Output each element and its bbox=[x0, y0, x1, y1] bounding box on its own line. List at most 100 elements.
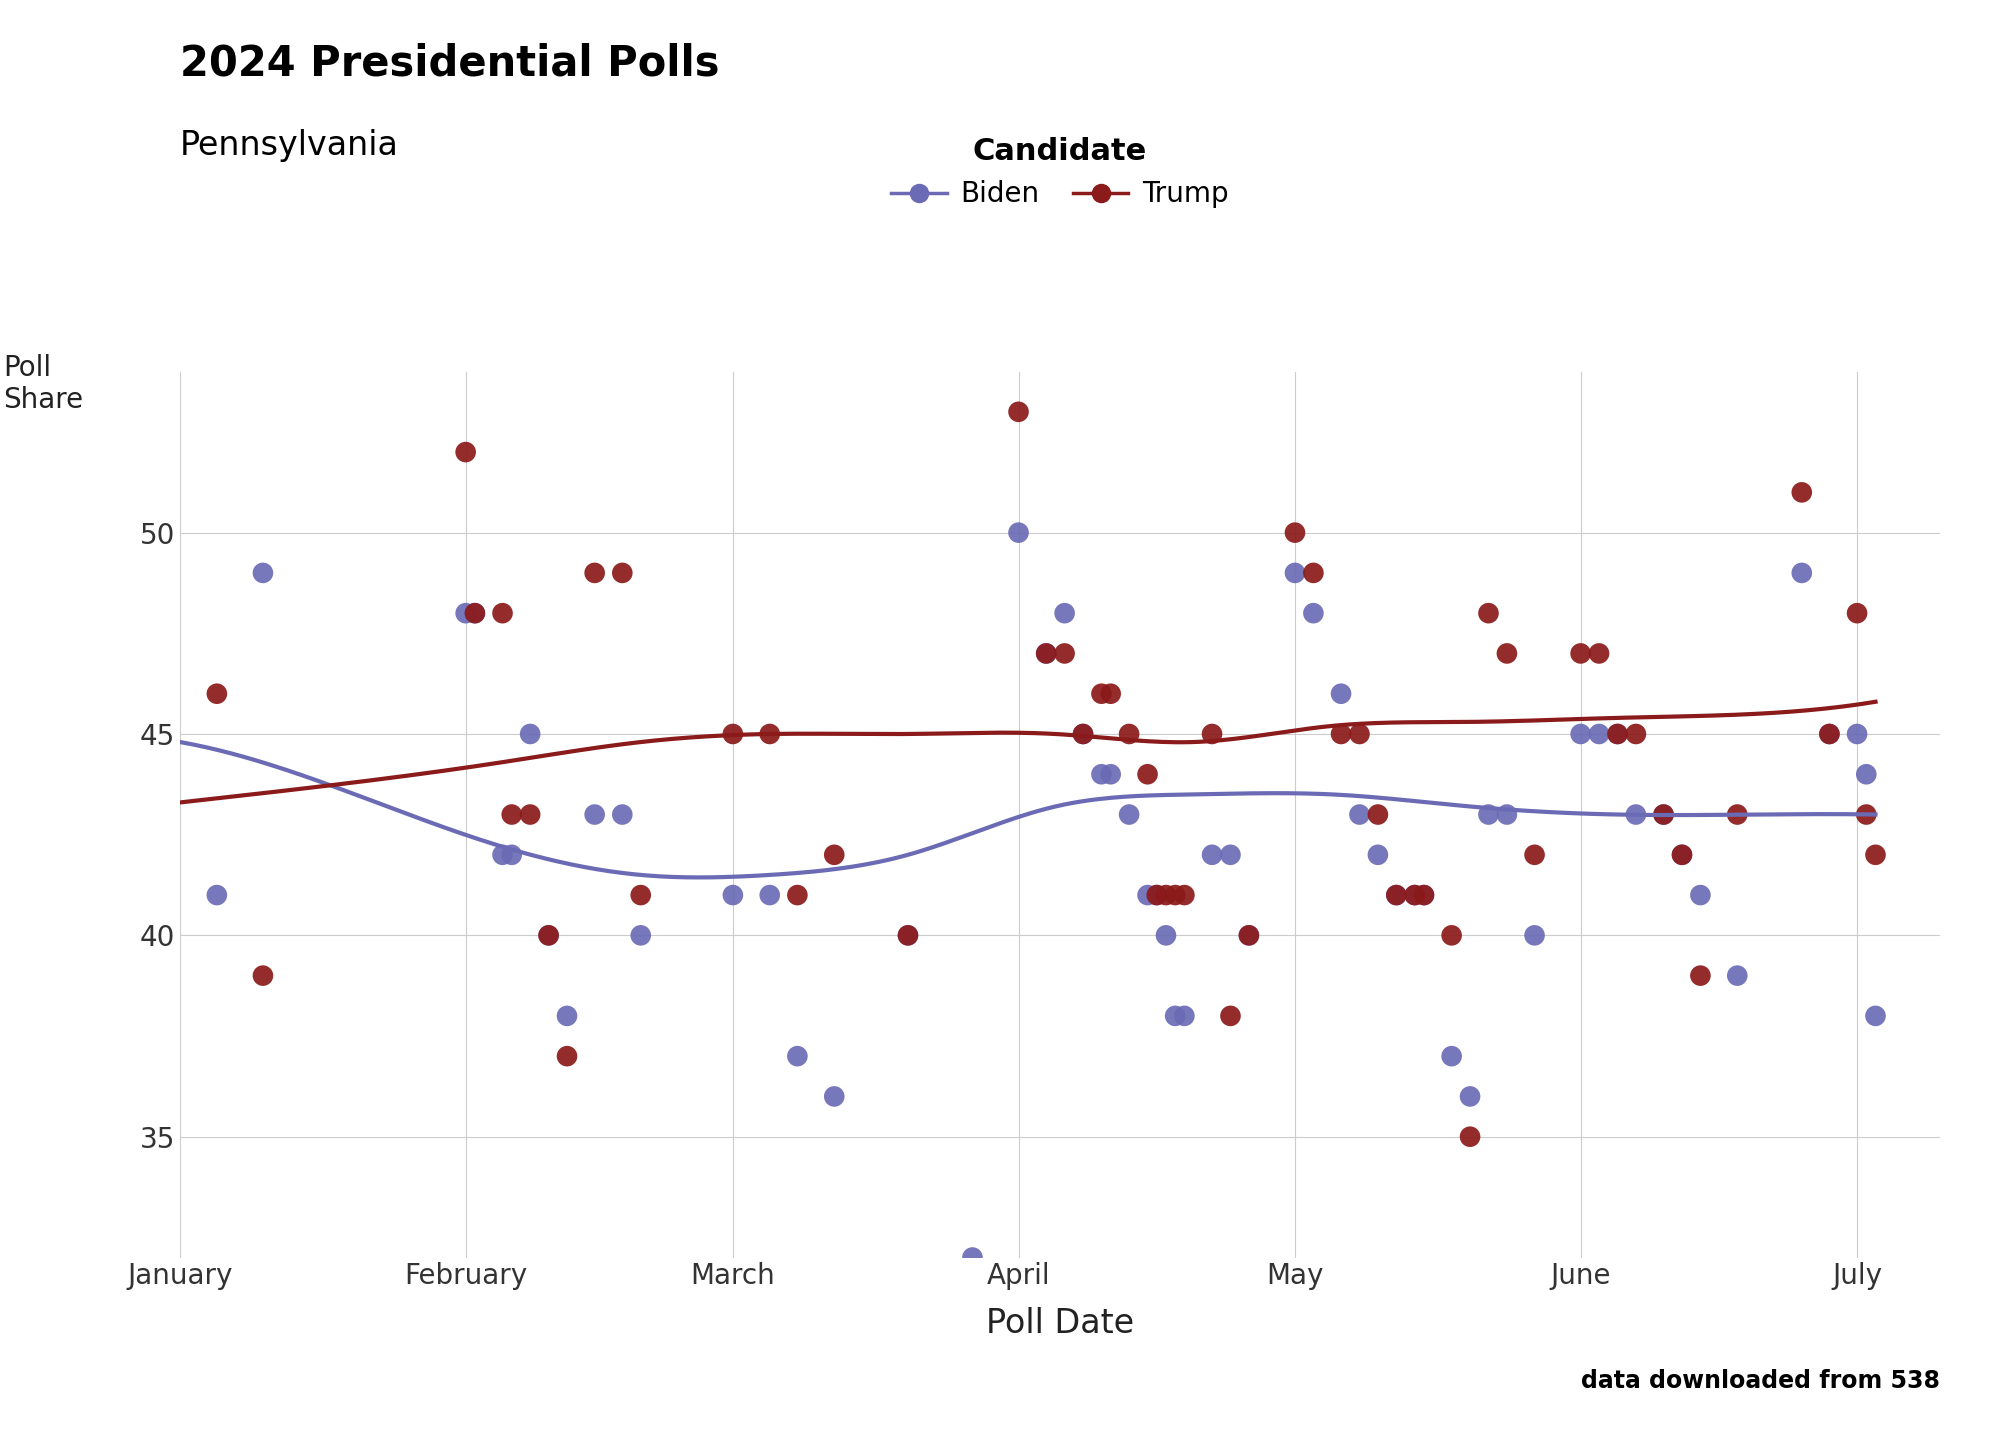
Point bbox=[1648, 803, 1680, 826]
Point bbox=[1002, 522, 1034, 544]
Point bbox=[1344, 803, 1376, 826]
Point bbox=[956, 1246, 988, 1269]
Point bbox=[496, 843, 528, 866]
Point bbox=[1068, 723, 1100, 746]
Point bbox=[1666, 843, 1698, 866]
Point bbox=[1398, 883, 1430, 906]
Point bbox=[1722, 803, 1754, 826]
Point bbox=[1002, 400, 1034, 423]
Point bbox=[1454, 1125, 1486, 1147]
Point bbox=[716, 723, 748, 746]
Point bbox=[1436, 925, 1468, 947]
Point bbox=[552, 1045, 584, 1067]
Point bbox=[1168, 883, 1200, 906]
Point bbox=[1648, 803, 1680, 826]
Point bbox=[458, 602, 490, 624]
Point bbox=[606, 562, 638, 584]
Point bbox=[1786, 482, 1818, 504]
X-axis label: Poll Date: Poll Date bbox=[986, 1308, 1134, 1340]
Point bbox=[1086, 682, 1118, 704]
Point bbox=[1814, 723, 1846, 746]
Point bbox=[1132, 883, 1164, 906]
Point bbox=[1472, 803, 1504, 826]
Point bbox=[1620, 803, 1652, 826]
Point bbox=[1344, 723, 1376, 746]
Point bbox=[1278, 522, 1310, 544]
Point bbox=[1454, 1085, 1486, 1107]
Y-axis label: Poll
Share: Poll Share bbox=[4, 354, 84, 414]
Point bbox=[1490, 803, 1522, 826]
Point bbox=[458, 602, 490, 624]
Point bbox=[892, 925, 924, 947]
Point bbox=[1048, 642, 1080, 664]
Point bbox=[1564, 723, 1596, 746]
Point bbox=[1362, 803, 1394, 826]
Point bbox=[782, 1045, 814, 1067]
Point bbox=[486, 602, 518, 624]
Point bbox=[818, 1085, 850, 1107]
Point bbox=[1196, 843, 1228, 866]
Point bbox=[1684, 965, 1716, 987]
Point bbox=[1850, 803, 1882, 826]
Point bbox=[1362, 843, 1394, 866]
Point bbox=[1860, 1005, 1892, 1027]
Point bbox=[1140, 883, 1172, 906]
Legend: Biden, Trump: Biden, Trump bbox=[892, 137, 1228, 209]
Point bbox=[246, 965, 278, 987]
Point bbox=[1114, 803, 1146, 826]
Point bbox=[1326, 723, 1358, 746]
Point bbox=[1214, 843, 1246, 866]
Point bbox=[1068, 723, 1100, 746]
Point bbox=[1168, 1005, 1200, 1027]
Point bbox=[1232, 925, 1264, 947]
Point bbox=[200, 682, 232, 704]
Text: 2024 Presidential Polls: 2024 Presidential Polls bbox=[180, 43, 720, 84]
Point bbox=[1160, 1005, 1192, 1027]
Point bbox=[1564, 642, 1596, 664]
Point bbox=[1842, 602, 1874, 624]
Point bbox=[1408, 883, 1440, 906]
Point bbox=[1298, 602, 1330, 624]
Point bbox=[200, 883, 232, 906]
Point bbox=[716, 883, 748, 906]
Point bbox=[1094, 763, 1126, 786]
Point bbox=[1232, 925, 1264, 947]
Point bbox=[1786, 562, 1818, 584]
Point bbox=[1150, 883, 1182, 906]
Point bbox=[606, 803, 638, 826]
Point bbox=[552, 1005, 584, 1027]
Point bbox=[1048, 602, 1080, 624]
Point bbox=[578, 803, 610, 826]
Point bbox=[624, 883, 656, 906]
Point bbox=[1380, 883, 1412, 906]
Point bbox=[1132, 763, 1164, 786]
Point bbox=[1326, 682, 1358, 704]
Point bbox=[782, 883, 814, 906]
Point bbox=[1140, 883, 1172, 906]
Point bbox=[1094, 682, 1126, 704]
Point bbox=[1298, 562, 1330, 584]
Text: data downloaded from 538: data downloaded from 538 bbox=[1580, 1369, 1940, 1393]
Point bbox=[246, 562, 278, 584]
Point bbox=[514, 723, 546, 746]
Point bbox=[1408, 883, 1440, 906]
Point bbox=[450, 602, 482, 624]
Point bbox=[1030, 642, 1062, 664]
Point bbox=[1196, 723, 1228, 746]
Point bbox=[1030, 642, 1062, 664]
Point bbox=[1584, 642, 1616, 664]
Point bbox=[1380, 883, 1412, 906]
Point bbox=[1602, 723, 1634, 746]
Point bbox=[514, 803, 546, 826]
Point bbox=[1814, 723, 1846, 746]
Point bbox=[1842, 723, 1874, 746]
Point bbox=[1850, 763, 1882, 786]
Point bbox=[1620, 723, 1652, 746]
Point bbox=[532, 925, 564, 947]
Point bbox=[1666, 843, 1698, 866]
Point bbox=[1160, 883, 1192, 906]
Point bbox=[1602, 723, 1634, 746]
Point bbox=[624, 925, 656, 947]
Point bbox=[496, 803, 528, 826]
Point bbox=[892, 925, 924, 947]
